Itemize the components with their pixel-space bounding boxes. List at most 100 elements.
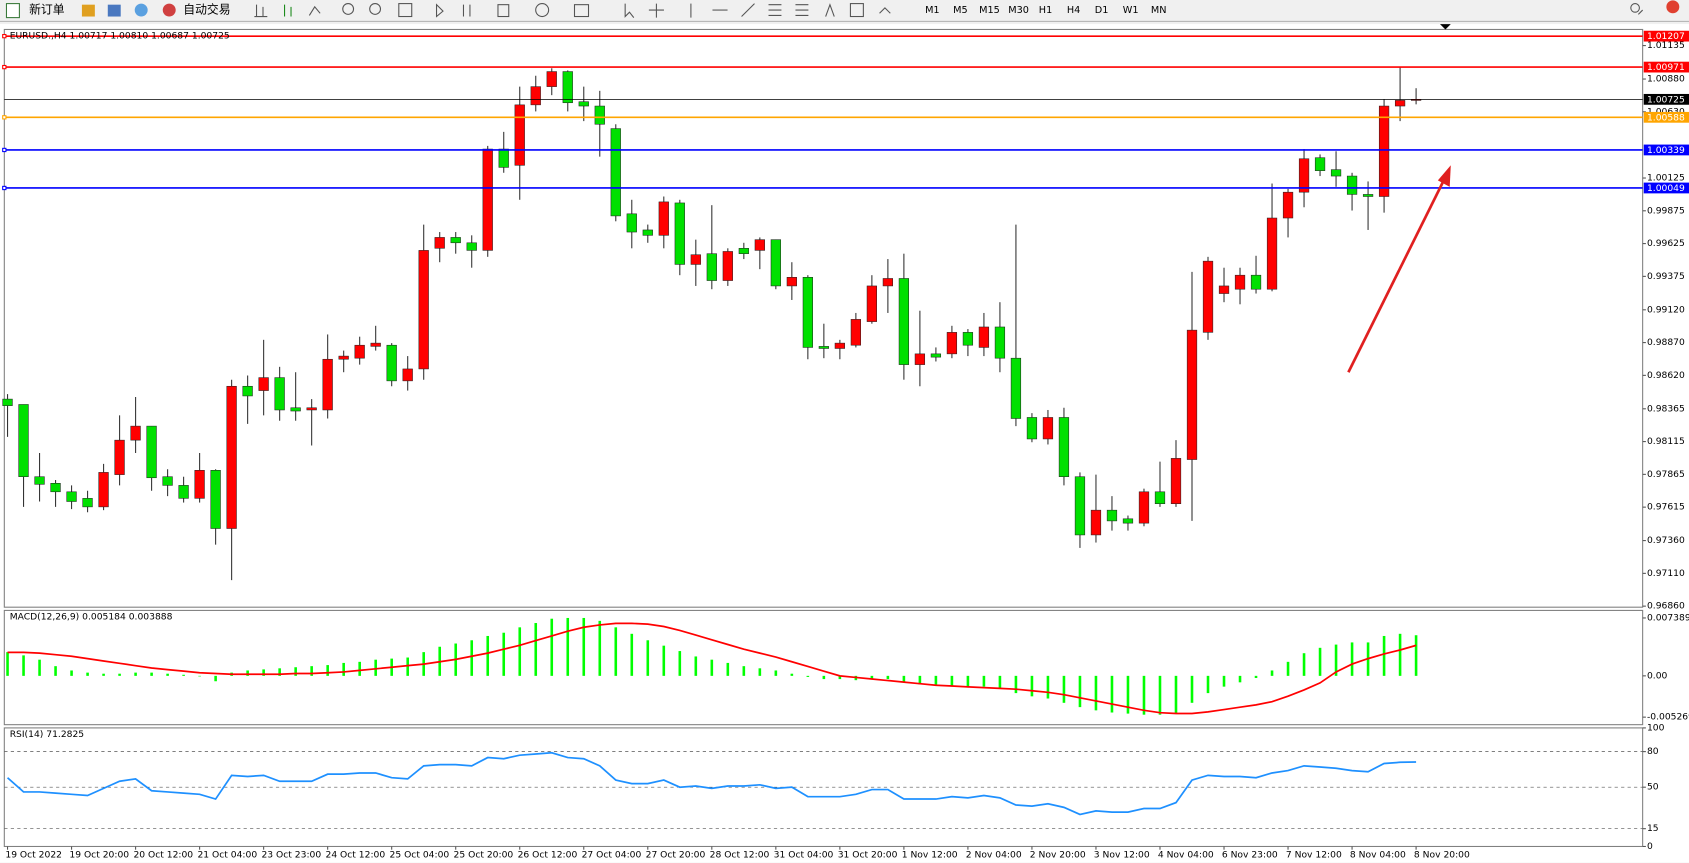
x-tick-label: 31 Oct 20:00 (838, 850, 898, 861)
candle-body (1170, 458, 1182, 505)
macd-histogram-bar (1270, 670, 1274, 676)
fibo-icon[interactable] (795, 4, 809, 16)
candle-body (578, 101, 589, 107)
x-tick-label: 26 Oct 12:00 (518, 850, 578, 861)
zoom-out-icon[interactable] (369, 3, 382, 15)
macd-histogram-bar (1206, 675, 1210, 694)
x-tick-label: 7 Nov 12:00 (1286, 850, 1342, 861)
zoom-in-icon[interactable] (342, 3, 355, 15)
indicator-icon[interactable] (497, 4, 510, 18)
x-tick-label: 3 Nov 12:00 (1094, 850, 1150, 861)
cursor-icon[interactable] (624, 3, 635, 18)
y-tick-label: 1.00880 (1647, 74, 1685, 85)
level-handle (2, 147, 7, 153)
search-icon[interactable] (1637, 9, 1644, 15)
candle-body (754, 239, 765, 251)
annotation-arrow (1347, 165, 1451, 373)
macd-histogram-bar (598, 620, 602, 676)
timeframe-button[interactable]: M1 (925, 5, 940, 16)
chart-shift-marker (1440, 24, 1451, 30)
toolbar: 新订单 自动交易 (0, 0, 1689, 22)
candle-body (546, 71, 557, 87)
bar-chart-icon[interactable] (254, 4, 268, 18)
timeframe-button[interactable]: M30 (1008, 5, 1029, 16)
auto-trading-icon[interactable] (162, 3, 176, 17)
text-icon[interactable] (825, 3, 835, 17)
new-order-icon[interactable] (5, 3, 20, 19)
auto-trading-button[interactable]: 自动交易 (183, 3, 230, 17)
macd-histogram-bar (518, 627, 522, 676)
arrows-icon[interactable] (879, 7, 891, 14)
candle-body (1282, 191, 1294, 219)
macd-signal-line (7, 622, 1417, 715)
tile-icon[interactable] (398, 3, 413, 18)
candle-body (1218, 285, 1230, 294)
candle-body (1122, 518, 1134, 524)
candle-body (818, 346, 829, 349)
macd-histogram-bar (726, 662, 730, 676)
candle-body (594, 105, 605, 125)
x-tick-label: 27 Oct 20:00 (646, 850, 706, 861)
toolbar-icon[interactable] (81, 4, 95, 17)
macd-histogram-bar (1382, 635, 1386, 676)
candle-body (930, 353, 942, 358)
new-order-button[interactable]: 新订单 (29, 3, 65, 17)
candle-icon[interactable] (284, 4, 292, 17)
macd-histogram-bar (566, 617, 570, 676)
macd-histogram-bar (262, 669, 265, 676)
timeframe-button[interactable]: W1 (1123, 5, 1139, 16)
y-tick-label: 50 (1647, 782, 1659, 793)
timeframe-button[interactable]: M15 (979, 5, 1000, 16)
search-icon-circle[interactable] (1630, 3, 1640, 13)
scroll-icon[interactable] (435, 3, 444, 18)
arrow-head (1437, 165, 1451, 187)
toolbar-icon[interactable] (134, 3, 148, 17)
channel-icon[interactable] (768, 4, 782, 16)
candle-body (498, 148, 509, 168)
macd-histogram-bar (406, 657, 409, 676)
y-tick-label: 1.00125 (1647, 173, 1685, 184)
macd-histogram-bar (1126, 675, 1130, 714)
timeframe-button[interactable]: H4 (1067, 5, 1080, 16)
x-tick-label: 23 Oct 23:00 (261, 850, 321, 861)
trendline-icon[interactable] (741, 3, 755, 17)
shift-icon[interactable] (462, 4, 471, 17)
y-tick-label: 1.00630 (1647, 106, 1685, 117)
macd-histogram-bar (1046, 675, 1050, 699)
macd-histogram-bar (1094, 675, 1098, 711)
candle-body (1298, 158, 1310, 193)
candle-body (514, 104, 525, 166)
macd-histogram-bar (806, 675, 810, 677)
timeframe-button[interactable]: H1 (1039, 5, 1052, 16)
x-tick-label: 25 Oct 20:00 (454, 850, 514, 861)
candle-body (418, 250, 429, 370)
candle-body (98, 472, 109, 508)
template-icon[interactable] (573, 4, 590, 18)
toolbar-background (0, 0, 1689, 21)
candle-body (946, 332, 958, 355)
label-icon[interactable] (849, 3, 864, 18)
period-icon[interactable] (535, 3, 550, 18)
macd-histogram-bar (774, 670, 778, 676)
macd-histogram-bar (534, 623, 538, 676)
timeframe-button[interactable]: M5 (953, 5, 968, 16)
line-chart-icon[interactable] (308, 5, 321, 16)
macd-histogram-bar (1318, 647, 1322, 676)
macd-histogram-bar (934, 675, 938, 686)
candle-body (482, 148, 493, 251)
macd-histogram-bar (22, 655, 25, 676)
candle-body (1154, 491, 1166, 505)
candle-body (226, 385, 237, 529)
candle-body (354, 344, 365, 359)
candle-body (1202, 260, 1214, 333)
candle-body (834, 342, 845, 349)
candle-body (258, 377, 269, 391)
crosshair-icon[interactable] (648, 3, 664, 18)
macd-histogram-bar (902, 675, 906, 683)
timeframe-button[interactable]: D1 (1095, 5, 1109, 16)
timeframe-button[interactable]: MN (1151, 5, 1167, 16)
notification-badge[interactable] (1666, 0, 1680, 14)
candle-body (1058, 417, 1070, 477)
toolbar-icon[interactable] (107, 4, 121, 17)
candle-body (1234, 274, 1246, 290)
